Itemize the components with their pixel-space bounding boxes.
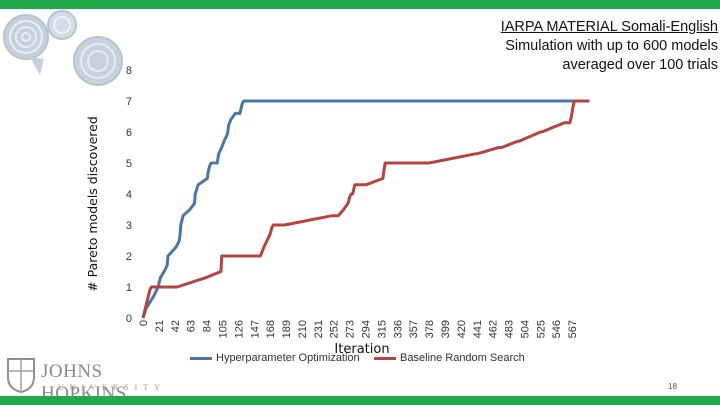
johns-hopkins-logo: JOHNS HOPKINS UNIVERSITY (6, 355, 191, 404)
x-tick-label: 21 (154, 320, 166, 332)
legend-label-baseline: Baseline Random Search (400, 352, 525, 364)
y-tick-label: 8 (126, 65, 132, 77)
x-tick-label: 504 (519, 320, 531, 338)
x-tick-label: 231 (313, 320, 325, 338)
y-axis-label: # Pareto models discovered (85, 116, 100, 292)
x-tick-label: 252 (329, 320, 341, 338)
y-tick-label: 2 (126, 251, 132, 263)
slide-title: IARPA MATERIAL Somali-English Simulation… (452, 18, 718, 75)
legend-item-baseline: Baseline Random Search (374, 352, 525, 364)
x-tick-label: 567 (567, 320, 579, 338)
x-tick-label: 399 (440, 320, 452, 338)
spiral-logo-graphic (3, 10, 123, 86)
series-layer (141, 99, 590, 319)
x-tick-label: 294 (361, 320, 373, 338)
x-tick-label: 189 (281, 320, 293, 338)
title-line-3: averaged over 100 trials (562, 57, 718, 73)
bottom-accent-bar (0, 396, 720, 405)
legend-swatch-baseline (374, 356, 396, 360)
y-tick-label: 6 (126, 127, 132, 139)
x-tick-label: 42 (170, 320, 182, 332)
x-tick-label: 315 (376, 320, 388, 338)
logo-subtitle: UNIVERSITY (58, 383, 166, 392)
y-tick-label: 1 (126, 282, 132, 294)
x-tick-label: 336 (392, 320, 404, 338)
y-tick-label: 3 (126, 220, 132, 232)
legend-label-hyperparameter: Hyperparameter Optimization (216, 352, 360, 364)
x-tick-label: 378 (424, 320, 436, 338)
series-line-hyperparameter (141, 99, 590, 319)
legend-item-hyperparameter: Hyperparameter Optimization (190, 352, 360, 364)
x-tick-label: 420 (456, 320, 468, 338)
page-number: 18 (668, 382, 677, 391)
x-tick-label: 483 (504, 320, 516, 338)
x-tick-label: 273 (345, 320, 357, 338)
x-tick-label: 147 (249, 320, 261, 338)
x-tick-label: 462 (488, 320, 500, 338)
university-shield-icon (7, 358, 35, 393)
y-tick-label: 0 (126, 313, 132, 325)
x-tick-label: 105 (217, 320, 229, 338)
x-tick-label: 525 (535, 320, 547, 338)
top-accent-bar (0, 0, 720, 9)
x-tick-label: 210 (297, 320, 309, 338)
x-tick-label: 126 (233, 320, 245, 338)
y-tick-label: 4 (126, 189, 132, 201)
series-line-baseline (141, 99, 590, 319)
x-tick-label: 546 (551, 320, 563, 338)
x-tick-label: 441 (472, 320, 484, 338)
x-axis-label: Iteration (334, 342, 389, 357)
x-tick-label: 168 (265, 320, 277, 338)
title-line-1: IARPA MATERIAL Somali-English (500, 19, 718, 35)
x-tick-label: 0 (138, 320, 150, 326)
y-tick-label: 5 (126, 158, 132, 170)
x-tick-label: 357 (408, 320, 420, 338)
y-tick-label: 7 (126, 96, 132, 108)
title-line-2: Simulation with up to 600 models (505, 38, 718, 54)
legend-swatch-hyperparameter (190, 356, 212, 360)
x-tick-label: 84 (202, 320, 214, 332)
x-tick-label: 63 (186, 320, 198, 332)
